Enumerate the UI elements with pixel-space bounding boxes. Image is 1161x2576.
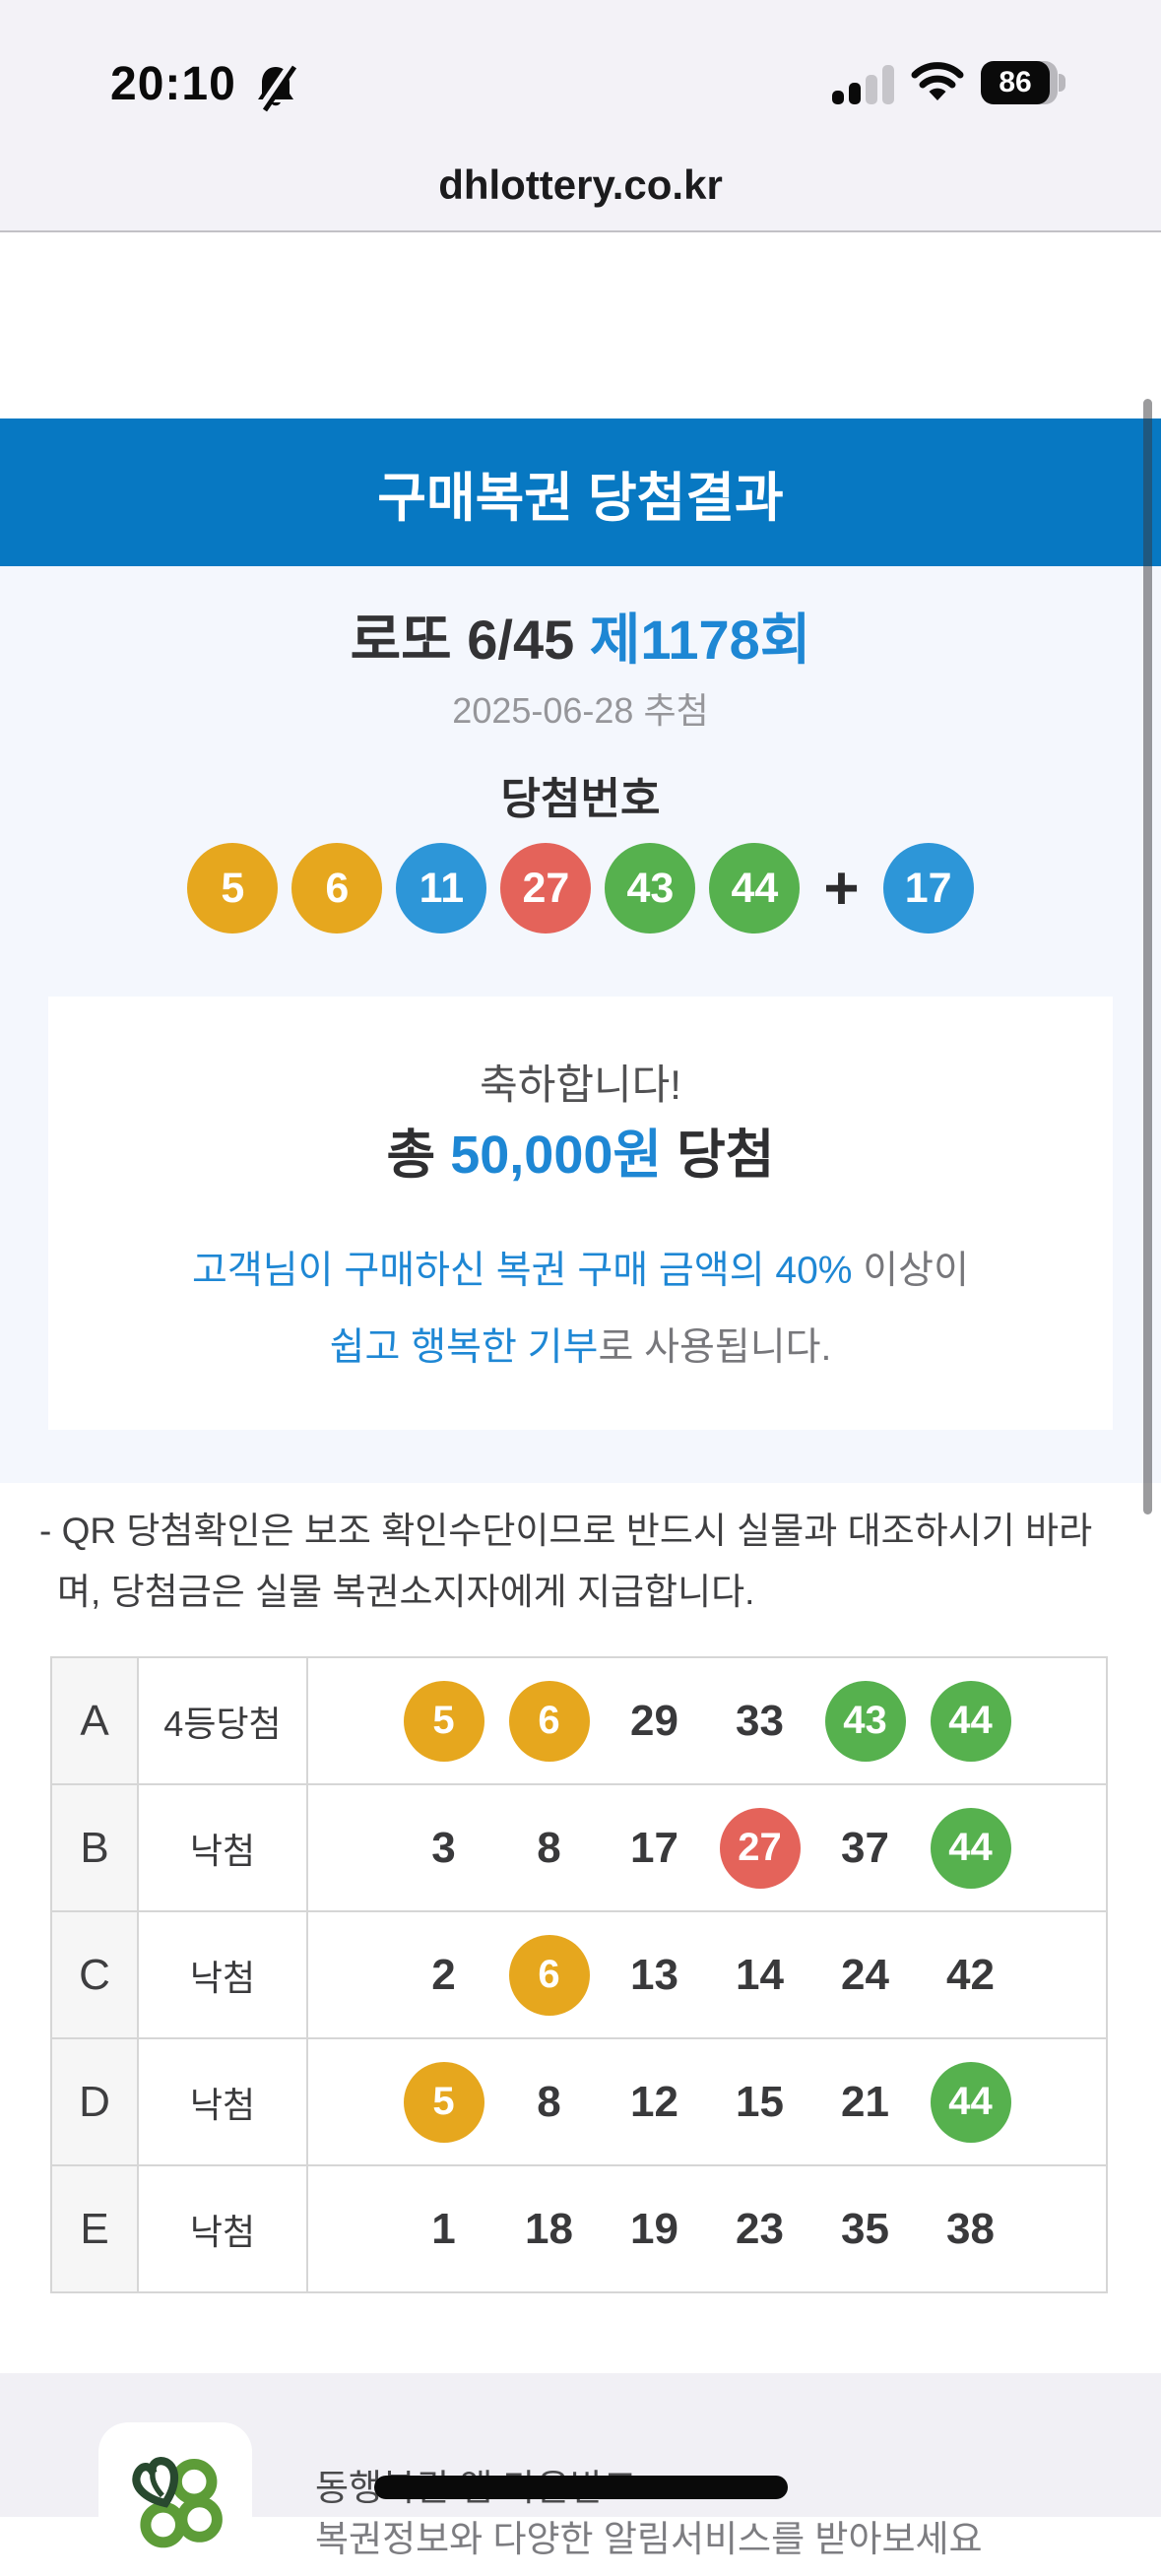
win-amount-line: 총 50,000원 당첨	[48, 1111, 1113, 1189]
number-8: 8	[537, 2077, 561, 2126]
number-18: 18	[525, 2204, 573, 2253]
lotto-ball-5: 5	[187, 843, 279, 934]
number-33: 33	[736, 1696, 784, 1745]
congrats-text: 축하합니다!	[480, 1062, 681, 1108]
result-label: 낙첨	[139, 1785, 308, 1910]
lotto-ball-11: 11	[396, 843, 487, 934]
lotto-ball-17: 17	[882, 843, 974, 934]
number-2: 2	[431, 1950, 456, 1999]
lotto-ball-6: 6	[291, 843, 383, 934]
cellular-signal-icon	[832, 63, 895, 104]
battery-icon: 86	[981, 61, 1065, 104]
number-13: 13	[630, 1950, 678, 1999]
url-bar[interactable]: dhlottery.co.kr	[438, 161, 723, 208]
draw-result-section: 로또 6/45 제1178회 2025-06-28 추첨 당첨번호 5 6 11 27…	[0, 566, 1161, 1483]
number-21: 21	[841, 2077, 889, 2126]
result-label: 낙첨	[139, 1912, 308, 2037]
matched-ball-43: 43	[824, 1680, 906, 1762]
draw-title: 로또 6/45 제1178회	[0, 596, 1161, 676]
matched-ball-44: 44	[930, 2061, 1011, 2143]
number-37: 37	[841, 1823, 889, 1872]
slot-label: D	[52, 2039, 139, 2164]
qr-notice-text: - QR 당첨확인은 보조 확인수단이므로 반드시 실물과 대조하시기 바라며,…	[39, 1511, 1093, 1612]
amount-suffix: 당첨	[662, 1126, 775, 1185]
number-14: 14	[736, 1950, 784, 1999]
matched-ball-44: 44	[930, 1680, 1011, 1762]
donation-message-highlight-2: 쉽고 행복한 기부	[329, 1326, 599, 1369]
amount-prefix: 총	[386, 1126, 451, 1185]
result-label: 낙첨	[139, 2166, 308, 2291]
page-scrollbar[interactable]	[1143, 399, 1152, 1514]
numbers-cell: 5 6 29 33 43 44	[308, 1658, 1106, 1783]
slot-label: E	[52, 2166, 139, 2291]
numbers-cell: 1 18 19 23 35 38	[308, 2166, 1106, 2291]
number-38: 38	[946, 2204, 995, 2253]
donation-message-plain-2: 로 사용됩니다.	[598, 1326, 832, 1369]
redaction-bar	[374, 2476, 788, 2499]
matched-ball-6: 6	[508, 1934, 590, 2016]
numbers-cell: 3 8 17 27 37 44	[308, 1785, 1106, 1910]
slot-label: A	[52, 1658, 139, 1783]
app-icon	[98, 2422, 252, 2576]
table-row-C: C 낙첨 2 6 13 14 24 42	[52, 1910, 1106, 2037]
app-download-banner[interactable]: 동행복권 앱 다운받고 복권정보와 다양한 알림서비스를 받아보세요	[0, 2373, 1161, 2576]
result-card: 축하합니다! 총 50,000원 당첨 고객님이 구매하신 복권 구매 금액의 …	[48, 997, 1113, 1430]
numbers-cell: 2 6 13 14 24 42	[308, 1912, 1106, 2037]
winning-numbers-label: 당첨번호	[500, 775, 661, 823]
number-23: 23	[736, 2204, 784, 2253]
table-row-E: E 낙첨 1 18 19 23 35 38	[52, 2164, 1106, 2291]
number-3: 3	[431, 1823, 456, 1872]
result-label: 낙첨	[139, 2039, 308, 2164]
site-header: 동행복권	[0, 234, 1161, 599]
lotto-ball-27: 27	[500, 843, 592, 934]
page-banner: 구매복권 당첨결과	[0, 419, 1161, 566]
number-17: 17	[630, 1823, 678, 1872]
result-label: 4등당첨	[139, 1658, 308, 1783]
mute-bell-icon	[252, 61, 299, 117]
slot-label: B	[52, 1785, 139, 1910]
matched-ball-44: 44	[930, 1807, 1011, 1889]
table-row-D: D 낙첨 5 8 12 15 21 44	[52, 2037, 1106, 2164]
number-42: 42	[946, 1950, 995, 1999]
draw-round: 제1178회	[589, 609, 811, 671]
winning-numbers-row: 5 6 11 27 43 44 +17	[0, 843, 1161, 934]
number-24: 24	[841, 1950, 889, 1999]
number-12: 12	[630, 2077, 678, 2126]
number-19: 19	[630, 2204, 678, 2253]
table-row-B: B 낙첨 3 8 17 27 37 44	[52, 1783, 1106, 1910]
matched-ball-5: 5	[403, 1680, 484, 1762]
numbers-cell: 5 8 12 15 21 44	[308, 2039, 1106, 2164]
matched-ball-5: 5	[403, 2061, 484, 2143]
lotto-ball-43: 43	[605, 843, 696, 934]
draw-date: 2025-06-28 추첨	[452, 690, 709, 731]
win-amount: 50,000원	[450, 1126, 663, 1185]
matched-ball-27: 27	[719, 1807, 801, 1889]
number-35: 35	[841, 2204, 889, 2253]
status-time: 20:10	[110, 58, 236, 110]
battery-percent: 86	[999, 66, 1032, 98]
matched-ball-6: 6	[508, 1680, 590, 1762]
qr-result-table: A 4등당첨 5 6 29 33 43 44 B 낙첨 3 8 17 27 37 44 C 낙첨 2 6 13 14 24 4…	[50, 1656, 1108, 2293]
app-banner-subtitle: 복권정보와 다양한 알림서비스를 받아보세요	[315, 2519, 983, 2559]
lotto-ball-44: 44	[709, 843, 801, 934]
browser-chrome: 20:10 86 dhlottery.co.kr	[0, 0, 1161, 232]
table-row-A: A 4등당첨 5 6 29 33 43 44	[52, 1658, 1106, 1783]
page-title: 구매복권 당첨결과	[377, 468, 784, 528]
number-1: 1	[431, 2204, 456, 2253]
bonus-plus-sign: +	[823, 854, 860, 923]
donation-message: 고객님이 구매하신 복권 구매 금액의 40% 이상이 쉽고 행복한 기부로 사…	[48, 1233, 1113, 1386]
donation-message-plain-1: 이상이	[852, 1250, 969, 1292]
slot-label: C	[52, 1912, 139, 2037]
number-29: 29	[630, 1696, 678, 1745]
donation-message-highlight-1: 고객님이 구매하신 복권 구매 금액의 40%	[192, 1250, 853, 1292]
number-15: 15	[736, 2077, 784, 2126]
draw-game-name: 로또 6/45	[350, 609, 590, 671]
number-8: 8	[537, 1823, 561, 1872]
wifi-icon	[910, 61, 965, 109]
